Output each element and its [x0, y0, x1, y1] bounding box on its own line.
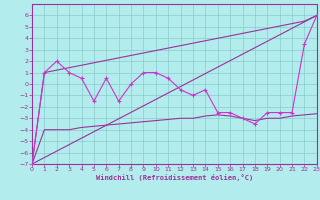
- X-axis label: Windchill (Refroidissement éolien,°C): Windchill (Refroidissement éolien,°C): [96, 174, 253, 181]
